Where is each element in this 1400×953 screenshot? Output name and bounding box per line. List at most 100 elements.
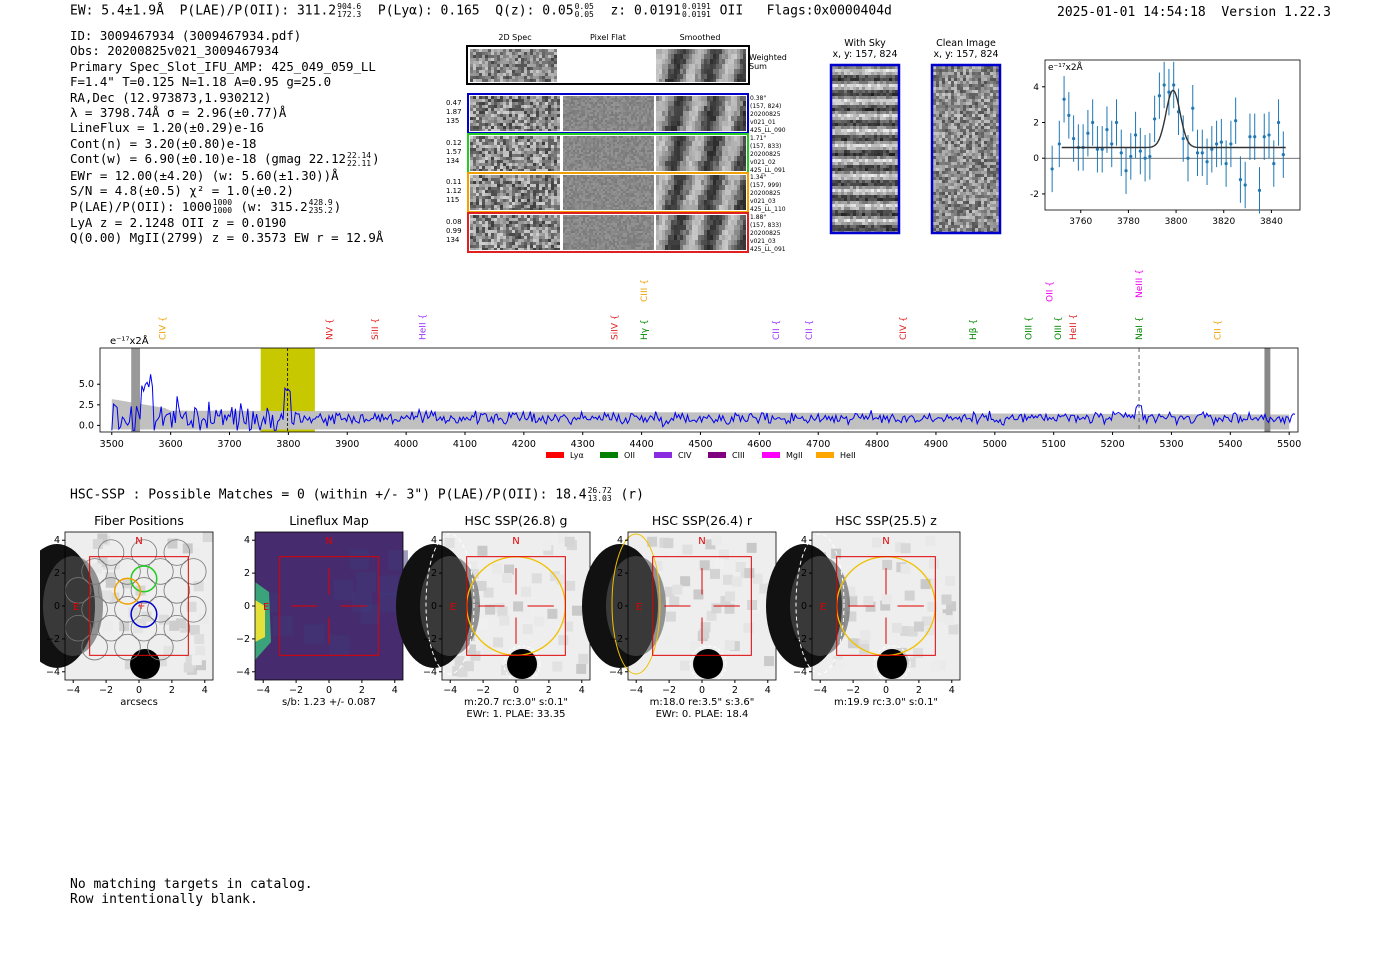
hsc-noise [531,573,542,584]
hsc-noise [91,563,102,574]
legend-label: CIV [678,451,692,460]
hsc-noise [552,661,563,672]
hsc-xtick-label: −4 [443,685,457,696]
hsc-search-box [279,556,379,656]
hsc-panel: HSC SSP(26.8) g N E −4 −4 −2 −2 0 0 2 2 4 4 m:20.7 rc… [396,513,591,720]
legend-label: MgII [786,451,803,460]
spectral-line-label: CII { [772,320,782,340]
zoom-point [1210,147,1214,151]
detection-info: ID: 3009467934 (3009467934.pdf) Obs: 202… [70,28,383,246]
info-contw-row: Cont(w) = 6.90(±0.10)e-18 (gmag 22.12 22.… [70,150,380,168]
hsc-noise [141,556,152,567]
hsc-noise [156,656,167,667]
hsc-noise [723,574,734,585]
hsc-noise [105,577,116,588]
cutout-left-stat: 1.57 [446,148,462,156]
hsc-star [130,649,160,679]
zoom-point [1119,151,1123,155]
spectrum-xtick-label: 3800 [276,439,300,450]
hsc-star [693,649,723,679]
hsc-noise [942,609,953,620]
zoom-fit-curve [1061,89,1286,149]
hsc-title-row: HSC-SSP : Possible Matches = 0 (within +… [70,487,644,503]
zoom-ytick-label: 2 [1033,119,1039,129]
fiber-circle [81,596,108,623]
hsc-ytick-label: 0 [801,601,807,612]
hsc-noise [189,625,200,636]
zoom-point [1157,94,1161,98]
spectrum-xtick-label: 4900 [924,439,948,450]
spectrum-xtick-label: 4800 [865,439,889,450]
hsc-noise [709,568,720,579]
cutout-right-stat: 1.88" [750,214,766,221]
zoom-point [1191,106,1195,110]
header-z-line: OII [719,3,744,19]
cutout-right-stat: v021_02 [750,159,776,166]
spectral-line-label: CIV { [899,316,909,340]
hsc-xtick-label: −4 [629,685,643,696]
hsc-band: (r) [620,487,644,503]
hsc-xtick-label: 4 [392,685,398,696]
hsc-noise [520,608,531,619]
zoom-ylabel: e⁻¹⁷x2Å [1048,61,1084,73]
hsc-noise [900,543,911,554]
hsc-noise [680,576,691,587]
spectrum-xtick-label: 4000 [394,439,418,450]
hsc-noise [847,595,858,606]
hsc-noise [497,606,508,617]
spectral-line-label: Hβ { [969,319,979,340]
hsc-xtick-label: 2 [169,685,175,696]
hsc-xtick-label: 2 [359,685,365,696]
hsc-noise [735,561,746,572]
hsc-ytick-label: 0 [431,601,437,612]
info-ewr: EWr = 12.00(±4.20) (w: 5.60(±1.30))Å [70,167,339,183]
hsc-noise [669,596,680,607]
hsc-ytick-label: 2 [617,568,623,579]
cutout-right-stat: 20200825 [750,151,781,158]
hsc-noise [667,548,678,559]
zoom-point [1172,83,1176,87]
east-label: E [450,602,456,613]
hsc-noise [483,587,494,598]
zoom-xtick-label: 3820 [1212,217,1235,227]
hsc-noise [699,628,710,639]
header-datetime: 2025-01-01 14:54:18 [1057,5,1206,20]
info-primary: Primary Spec_Slot_IFU_AMP: 425_049_059_L… [70,58,376,74]
cutout-2d-spec [470,215,560,250]
hsc-noise [871,537,882,548]
spectrum-ytick-label: 0.0 [79,420,94,431]
legend-swatch [600,452,618,458]
hsc-noise [133,623,144,634]
cutout-divider [654,95,656,132]
cutout-right-stat: 425_LL_091 [750,167,786,174]
hsc-noise [191,655,202,666]
legend-label: CIII [732,451,745,460]
hsc-xtick-label: 0 [699,685,705,696]
hsc-noise [860,630,871,641]
hsc-noise [948,624,959,635]
fiber-center-mark: + [137,601,145,612]
hsc-noise [97,533,108,544]
header-plae: P(LAE)/P(OII): 311.2 [179,3,337,19]
hsc-noise [935,613,946,624]
cutout-panel: 2D Spec Pixel Flat Smoothed Weighted Sum… [440,33,810,255]
zoom-point [1162,83,1166,87]
hsc-xtick-label: 0 [883,685,889,696]
hsc-noise [664,586,675,597]
info-id: ID: 3009467934 (3009467934.pdf) [70,28,302,43]
clean-xy: x, y: 157, 824 [933,49,999,60]
hsc-noise [834,659,845,670]
zoom-point [1148,154,1152,159]
cutout-right-stat: 0.38" [750,95,766,102]
cutout-right-stat: v021_03 [750,238,776,245]
hsc-noise [665,611,676,622]
with-sky-xy: x, y: 157, 824 [832,49,898,60]
legend-label: OII [624,451,635,460]
cutout-2d-spec [470,96,560,131]
spectral-line-label: OIII { [1024,316,1034,340]
hsc-plae-hi: 26.72 [587,486,612,495]
hsc-noise [731,576,742,587]
spectrum-ylabel: e⁻¹⁷x2Å [110,334,149,347]
hsc-noise [679,660,690,671]
